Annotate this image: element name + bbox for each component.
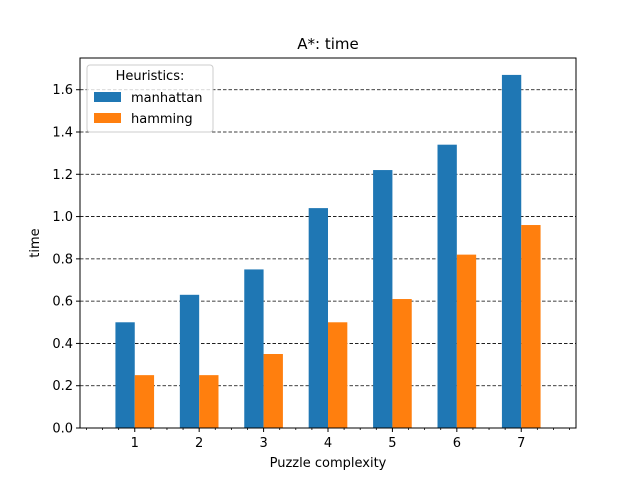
bar-hamming-1 [134,375,155,428]
legend-label-manhattan: manhattan [131,91,202,106]
x-tick-label: 4 [324,436,332,451]
y-tick-label: 1.4 [52,126,73,141]
y-axis-title: time [28,228,43,257]
ticks-layer: 0.0 0.2 0.4 0.6 0.8 1.0 1.2 1.4 1.6 1 2 3 4 5 6 7 [52,83,570,451]
x-tick-label: 7 [517,436,525,451]
legend-title: Heuristics: [116,69,185,84]
legend-swatch-hamming [94,113,121,123]
bar-hamming-7 [521,225,541,428]
x-tick-label: 5 [388,436,396,451]
legend-swatch-manhattan [94,92,121,102]
bar-manhattan-2 [179,294,200,428]
bar-manhattan-5 [373,170,393,429]
bar-manhattan-6 [437,144,457,428]
bar-hamming-6 [456,254,477,428]
y-tick-label: 0.2 [52,379,73,394]
y-tick-label: 0.0 [52,422,73,437]
bar-hamming-5 [392,299,412,428]
chart-title: A*: time [297,35,358,53]
bar-manhattan-4 [308,208,328,428]
x-tick-label: 3 [259,436,267,451]
y-tick-label: 1.2 [52,168,73,183]
bar-hamming-3 [263,354,283,428]
x-tick-label: 2 [195,436,203,451]
bar-hamming-2 [199,375,219,428]
bars-layer [115,74,541,429]
bar-manhattan-3 [244,269,264,428]
y-tick-label: 1.6 [52,83,73,98]
bar-hamming-4 [328,322,348,428]
legend: Heuristics: manhattan hamming [86,64,214,133]
y-tick-label: 1.0 [52,210,73,225]
legend-label-hamming: hamming [131,112,193,127]
y-tick-label: 0.8 [52,252,73,267]
x-axis-title: Puzzle complexity [270,456,387,471]
bar-manhattan-1 [115,322,135,428]
y-tick-label: 0.6 [52,295,73,310]
y-tick-label: 0.4 [52,337,73,352]
x-tick-label: 1 [131,436,139,451]
bar-manhattan-7 [501,74,522,429]
x-tick-label: 6 [453,436,461,451]
